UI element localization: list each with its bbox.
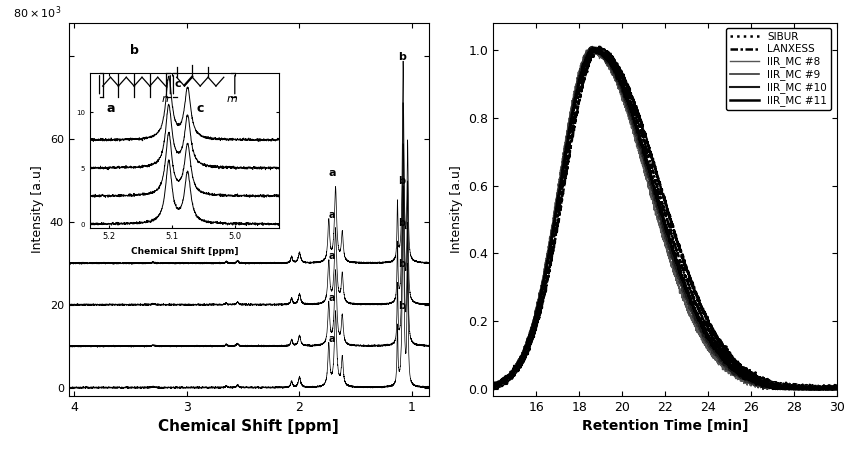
Text: b: b [398, 259, 406, 269]
Text: b: b [398, 177, 406, 187]
Text: b: b [398, 218, 406, 228]
Legend: SIBUR, LANXESS, IIR_MC #8, IIR_MC #9, IIR_MC #10, IIR_MC #11: SIBUR, LANXESS, IIR_MC #8, IIR_MC #9, II… [726, 28, 831, 110]
Text: b: b [130, 44, 139, 57]
Text: a: a [329, 334, 335, 344]
Y-axis label: Intensity [a.u]: Intensity [a.u] [450, 166, 463, 253]
Text: a: a [329, 210, 335, 220]
X-axis label: Retention Time [min]: Retention Time [min] [582, 419, 748, 433]
Text: m: m [227, 94, 237, 104]
X-axis label: Chemical Shift [ppm]: Chemical Shift [ppm] [159, 419, 339, 434]
Text: a: a [329, 293, 335, 303]
Text: b: b [398, 52, 406, 62]
X-axis label: Chemical Shift [ppm]: Chemical Shift [ppm] [130, 247, 239, 256]
Text: a: a [106, 102, 115, 116]
Y-axis label: Intensity [a.u]: Intensity [a.u] [31, 166, 44, 253]
Text: a: a [329, 168, 335, 178]
Text: c: c [175, 79, 182, 89]
Text: a: a [329, 251, 335, 261]
Text: $80\times10^3$: $80\times10^3$ [13, 4, 61, 21]
Text: b: b [398, 301, 406, 311]
Text: c: c [196, 102, 204, 116]
Text: n: n [162, 94, 169, 104]
